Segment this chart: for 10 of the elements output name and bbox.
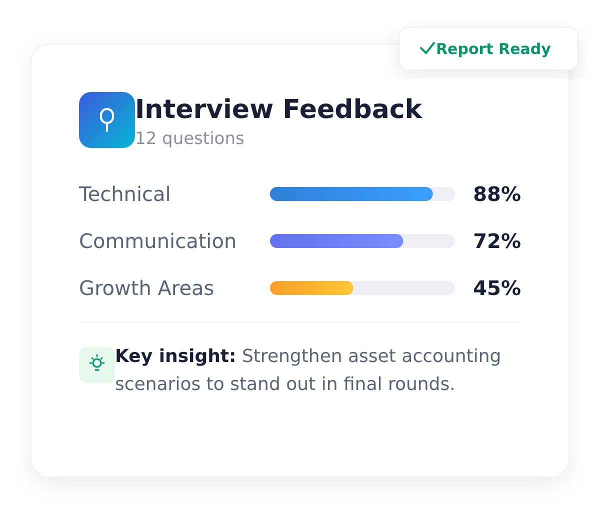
text: Report Ready <box>436 40 552 58</box>
y-tick-label: Communication <box>79 229 237 253</box>
data-label: 72% <box>473 229 521 253</box>
chart-title: Interview Feedback <box>135 95 423 125</box>
chart-subtitle: 12 questions <box>135 129 244 149</box>
y-tick-label: Technical <box>78 182 171 206</box>
y-tick-label: Growth Areas <box>79 276 214 300</box>
data-label: 45% <box>473 276 521 300</box>
data-label: 88% <box>473 182 521 206</box>
text: Key insight: <box>115 346 236 367</box>
